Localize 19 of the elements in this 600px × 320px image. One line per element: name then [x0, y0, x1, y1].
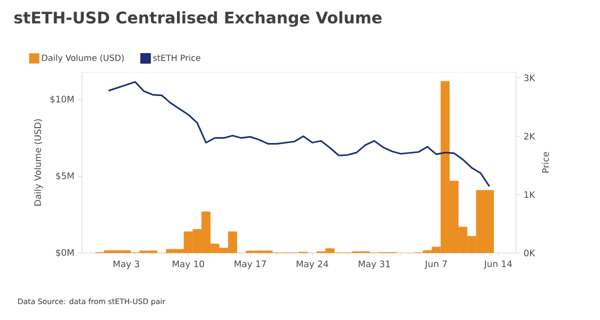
x-tick-label: May 10 [172, 260, 204, 270]
y2-tick-label: 2K [524, 132, 536, 140]
y2-tick-label: 0K [524, 250, 536, 256]
legend-label: stETH Price [153, 54, 200, 62]
y2-tick-label: 1K [524, 191, 536, 198]
x-tick-label: May 31 [358, 260, 390, 270]
x-tick-label: May 3 [114, 260, 140, 270]
x-tick-label: May 24 [296, 260, 328, 270]
y2-tick-label: 3K [524, 74, 536, 82]
y-tick-label: $10M [50, 96, 74, 104]
y2-axis-title: Price [542, 152, 549, 173]
legend-label: Daily Volume (USD) [42, 54, 124, 63]
x-tick-label: May 17 [234, 260, 266, 269]
y-tick-label: $0M [56, 248, 74, 258]
x-tick-label: Jun 14 [484, 260, 512, 269]
y-axis-title: Daily Volume (USD) [34, 119, 43, 206]
y-tick-label: $5M [56, 172, 74, 180]
chart-title: stETH-USD Centralised Exchange Volume [14, 11, 382, 27]
x-tick-label: Jun 7 [424, 260, 447, 269]
